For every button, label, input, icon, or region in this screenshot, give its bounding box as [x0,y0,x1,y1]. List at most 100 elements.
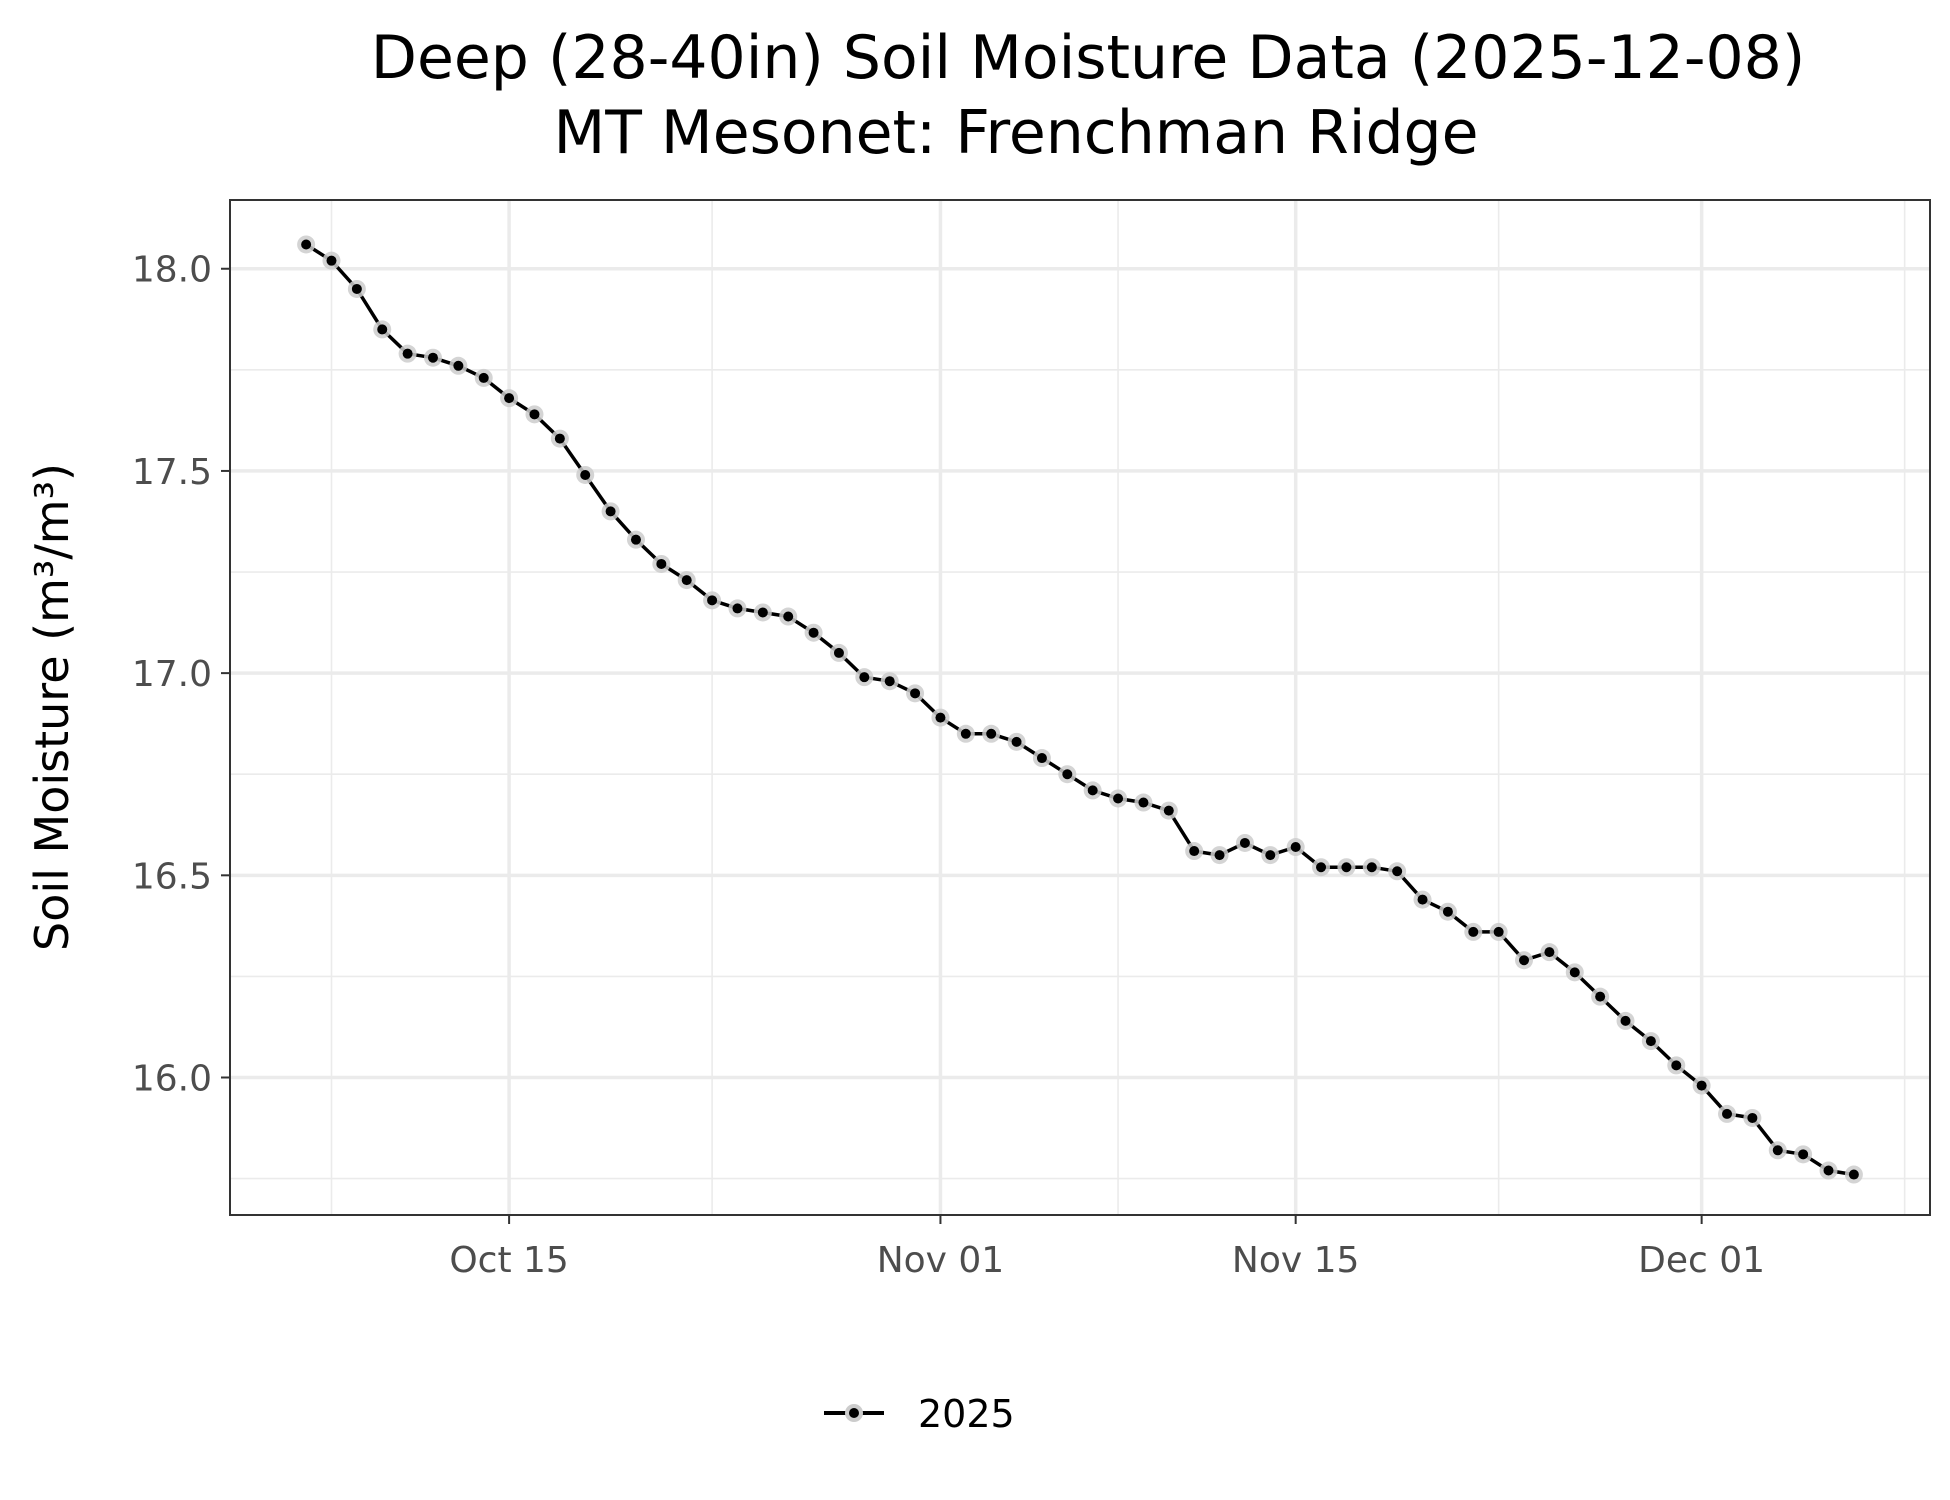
data-point-dot [504,393,515,404]
data-point-dot [1519,955,1530,966]
data-point-dot [1848,1169,1859,1180]
data-point-dot [1569,967,1580,978]
data-point-dot [326,255,337,266]
data-point [1489,922,1508,941]
data-point-dot [1645,1036,1656,1047]
data-point [449,356,468,375]
data-point [576,465,595,484]
minor-gridlines [230,200,1930,1215]
data-point [652,554,671,573]
x-tick-label: Nov 01 [877,1240,1005,1281]
data-point [423,348,442,367]
data-point [1235,833,1254,852]
data-point-dot [529,409,540,420]
data-point-dot [1620,1015,1631,1026]
data-point-dot [1138,797,1149,808]
data-point [474,368,493,387]
y-tick-label: 16.0 [132,1059,212,1100]
data-point-dot [1062,769,1073,780]
data-point [906,684,925,703]
data-point-dot [1341,862,1352,873]
data-point [728,599,747,618]
data-point [1743,1108,1762,1127]
series-line-2025 [305,243,1855,1177]
data-point [1844,1165,1863,1184]
data-point-dot [910,688,921,699]
data-point-dot [1011,736,1022,747]
data-point [373,320,392,339]
data-point-dot [935,712,946,723]
data-point-dot [478,372,489,383]
data-point [1388,862,1407,881]
data-point-dot [427,352,438,363]
data-point [322,251,341,270]
data-point-dot [681,575,692,586]
y-axis: 16.0 16.5 17.0 17.5 18.0 [132,250,230,1100]
data-point-dot [1265,850,1276,861]
data-point [1768,1141,1787,1160]
chart-subtitle: MT Mesonet: Frenchman Ridge [553,98,1478,168]
data-point-dot [1417,894,1428,905]
data-point-dot [453,360,464,371]
data-point [297,235,316,254]
data-point [753,603,772,622]
data-point [1032,749,1051,768]
data-point [525,405,544,424]
data-point [1185,842,1204,861]
x-tick-label: Nov 15 [1232,1240,1360,1281]
data-point [1312,858,1331,877]
data-point-dot [960,728,971,739]
major-gridlines [230,200,1930,1215]
y-tick-label: 17.5 [132,452,212,493]
data-point [1641,1032,1660,1051]
data-point [1159,801,1178,820]
data-point-dot [1595,991,1606,1002]
data-point-dot [1442,906,1453,917]
data-point-dot [301,239,312,250]
data-point [855,668,874,687]
data-point-dot [1036,753,1047,764]
data-point [677,571,696,590]
data-point [601,502,620,521]
data-point-dot [580,469,591,480]
data-point [1007,732,1026,751]
data-point [1134,793,1153,812]
data-point [626,530,645,549]
data-point [1210,846,1229,865]
data-point-dot [554,433,565,444]
data-point-dot [1214,850,1225,861]
data-point-dot [1798,1149,1809,1160]
data-point [1794,1145,1813,1164]
data-point [982,724,1001,743]
data-point-dot [1671,1060,1682,1071]
data-point-dot [808,627,819,638]
data-point [1464,922,1483,941]
x-axis: Oct 15 Nov 01 Nov 15 Dec 01 [449,1215,1765,1281]
data-point-dot [732,603,743,614]
data-point-dot [833,647,844,658]
legend-point [849,1408,859,1418]
data-point-dot [377,324,388,335]
legend: 2025 [824,1392,1015,1436]
data-point-dot [630,534,641,545]
data-point [1667,1056,1686,1075]
data-point [347,279,366,298]
data-point-dot [1747,1112,1758,1123]
data-point [1362,858,1381,877]
plot-panel-border [229,199,1931,1216]
data-point [500,389,519,408]
data-point-dot [1113,793,1124,804]
data-point-dot [605,506,616,517]
data-point [1337,858,1356,877]
data-point-dot [1392,866,1403,877]
series-layer [297,235,1863,1184]
data-point-dot [859,672,870,683]
data-point-dot [783,611,794,622]
data-point [1591,987,1610,1006]
data-point-dot [1468,926,1479,937]
data-point-dot [1823,1165,1834,1176]
y-tick-label: 16.5 [132,856,212,897]
x-tick-label: Oct 15 [449,1240,569,1281]
data-point-dot [1189,846,1200,857]
data-point [1286,838,1305,857]
